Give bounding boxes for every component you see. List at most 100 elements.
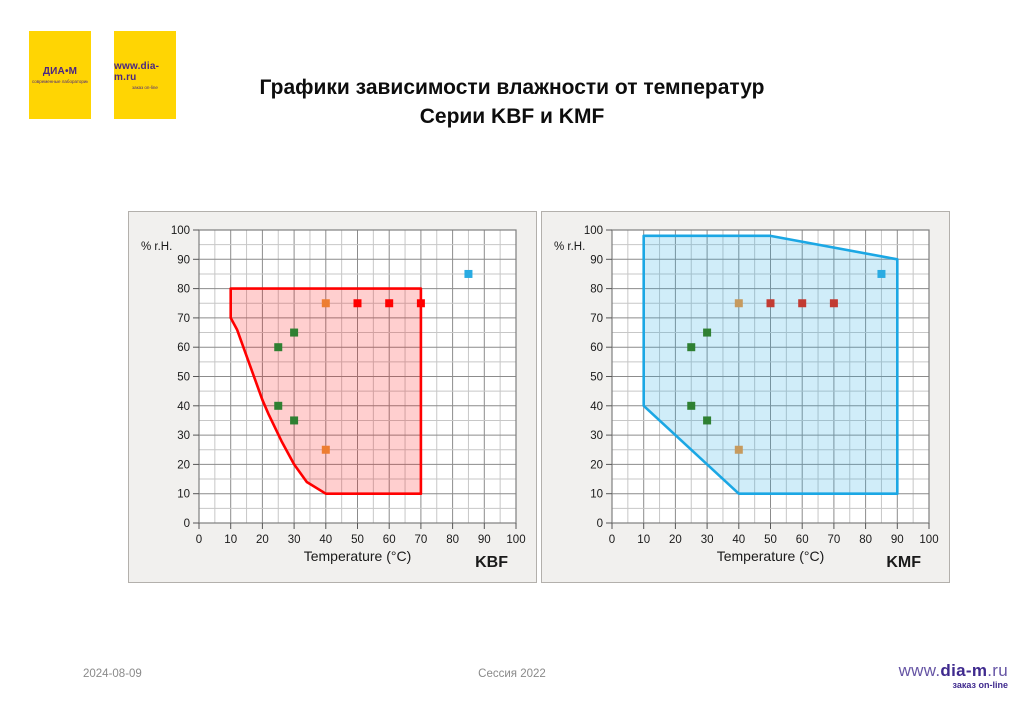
- green-points: [290, 416, 299, 425]
- kmf-chart-figure: 0 10 20 30 40 50 60 70 80 90 100 0 10 20 30 40 50 60 70 80 9…: [541, 211, 950, 583]
- y-axis-label: % r.H.: [554, 241, 585, 253]
- svg-text:0: 0: [597, 518, 603, 530]
- footer-logo-diam: dia-m: [940, 661, 988, 680]
- svg-text:70: 70: [415, 534, 428, 546]
- x-axis-label: Temperature (°C): [717, 548, 825, 564]
- svg-text:100: 100: [919, 534, 938, 546]
- data-points: [274, 269, 473, 454]
- dia-m-logo: ДИА•М современные лаборатории: [29, 31, 91, 119]
- kbf-operating-range: [229, 287, 423, 496]
- svg-text:80: 80: [177, 284, 190, 296]
- svg-text:50: 50: [764, 534, 777, 546]
- footer-logo: www.dia-m.ru заказ on-line: [898, 661, 1008, 691]
- slide-title: Графики зависимости влажности от темпера…: [132, 74, 892, 132]
- slide-title-line2: Серии KBF и KMF: [419, 104, 605, 128]
- svg-text:60: 60: [590, 342, 603, 354]
- dark-red-points: [766, 299, 775, 308]
- footer-logo-subtext: заказ on-line: [952, 679, 1008, 690]
- svg-text:10: 10: [177, 489, 190, 501]
- dia-m-url-subtext: заказ on-line: [132, 84, 158, 90]
- dark-red-points: [798, 299, 807, 308]
- footer-date: 2024-08-09: [83, 668, 142, 680]
- svg-text:90: 90: [891, 534, 904, 546]
- blue-point: [464, 269, 473, 278]
- grid: [611, 229, 930, 524]
- chart-name-label: KMF: [886, 554, 921, 571]
- footer-logo-ru: ru: [992, 661, 1008, 680]
- svg-text:20: 20: [590, 459, 603, 471]
- chart-name-label: KBF: [475, 554, 508, 571]
- red-points: [385, 299, 394, 308]
- green-points: [703, 328, 712, 337]
- svg-text:30: 30: [288, 534, 301, 546]
- svg-text:10: 10: [224, 534, 237, 546]
- dia-m-logo-subtext: современные лаборатории: [32, 79, 88, 84]
- svg-text:40: 40: [732, 534, 745, 546]
- svg-text:40: 40: [177, 401, 190, 413]
- tan-points: [734, 299, 743, 308]
- dia-m-url-text: www.dia-m.ru: [114, 60, 160, 83]
- footer-logo-dot2: .: [987, 661, 993, 680]
- slide-title-line1: Графики зависимости влажности от темпера…: [259, 76, 765, 99]
- tan-points: [734, 445, 743, 454]
- footer-logo-url: www.dia-m.ru: [898, 661, 1008, 681]
- svg-text:90: 90: [590, 254, 603, 266]
- footer-logo-dot: .: [935, 661, 941, 680]
- svg-text:10: 10: [590, 489, 603, 501]
- svg-text:20: 20: [256, 534, 269, 546]
- kmf-chart: 0 10 20 30 40 50 60 70 80 90 100 0 10 20 30 40 50 60 70 80 9…: [554, 225, 939, 571]
- svg-text:100: 100: [584, 225, 603, 237]
- green-points: [274, 401, 283, 410]
- svg-text:70: 70: [590, 313, 603, 325]
- svg-text:50: 50: [351, 534, 364, 546]
- svg-text:0: 0: [184, 518, 190, 530]
- green-points: [290, 328, 299, 337]
- svg-text:90: 90: [478, 534, 491, 546]
- grid: [198, 229, 517, 524]
- svg-text:0: 0: [196, 534, 202, 546]
- orange-points: [321, 299, 330, 308]
- dark-red-points: [829, 299, 838, 308]
- dia-m-logo-text: ДИА•М: [42, 66, 78, 77]
- svg-text:60: 60: [796, 534, 809, 546]
- svg-text:30: 30: [177, 430, 190, 442]
- green-points: [703, 416, 712, 425]
- green-points: [687, 401, 696, 410]
- blue-point: [877, 269, 886, 278]
- kbf-chart: 0 10 20 30 40 50 60 70 80 90 100 0 10 20 30 40 50 60 70 80 9…: [141, 225, 526, 571]
- svg-text:50: 50: [590, 372, 603, 384]
- svg-text:30: 30: [590, 430, 603, 442]
- axis-labels: 0 10 20 30 40 50 60 70 80 90 100 0 10 20 30 40 50 60 70 80 9…: [584, 225, 939, 546]
- svg-text:30: 30: [701, 534, 714, 546]
- svg-text:50: 50: [177, 372, 190, 384]
- orange-points: [321, 445, 330, 454]
- svg-text:80: 80: [446, 534, 459, 546]
- green-points: [274, 343, 283, 352]
- svg-text:70: 70: [828, 534, 841, 546]
- svg-text:60: 60: [177, 342, 190, 354]
- axis-labels: 0 10 20 30 40 50 60 70 80 90 100 0 10 20 30 40 50 60 70 80 9…: [171, 225, 526, 546]
- svg-text:20: 20: [669, 534, 682, 546]
- y-axis-label: % r.H.: [141, 241, 172, 253]
- svg-text:80: 80: [590, 284, 603, 296]
- svg-text:90: 90: [177, 254, 190, 266]
- dia-m-url-logo: www.dia-m.ru заказ on-line: [114, 31, 176, 119]
- svg-text:70: 70: [177, 313, 190, 325]
- x-axis-label: Temperature (°C): [304, 548, 412, 564]
- svg-text:20: 20: [177, 459, 190, 471]
- svg-text:100: 100: [171, 225, 190, 237]
- footer-logo-www: www: [898, 661, 936, 680]
- green-points: [687, 343, 696, 352]
- red-points: [353, 299, 362, 308]
- data-points: [687, 269, 886, 454]
- svg-text:60: 60: [383, 534, 396, 546]
- footer-session: Сессия 2022: [478, 668, 546, 680]
- svg-text:10: 10: [637, 534, 650, 546]
- svg-text:0: 0: [609, 534, 615, 546]
- svg-text:40: 40: [590, 401, 603, 413]
- svg-text:40: 40: [319, 534, 332, 546]
- svg-text:80: 80: [859, 534, 872, 546]
- svg-text:100: 100: [506, 534, 525, 546]
- red-points: [416, 299, 425, 308]
